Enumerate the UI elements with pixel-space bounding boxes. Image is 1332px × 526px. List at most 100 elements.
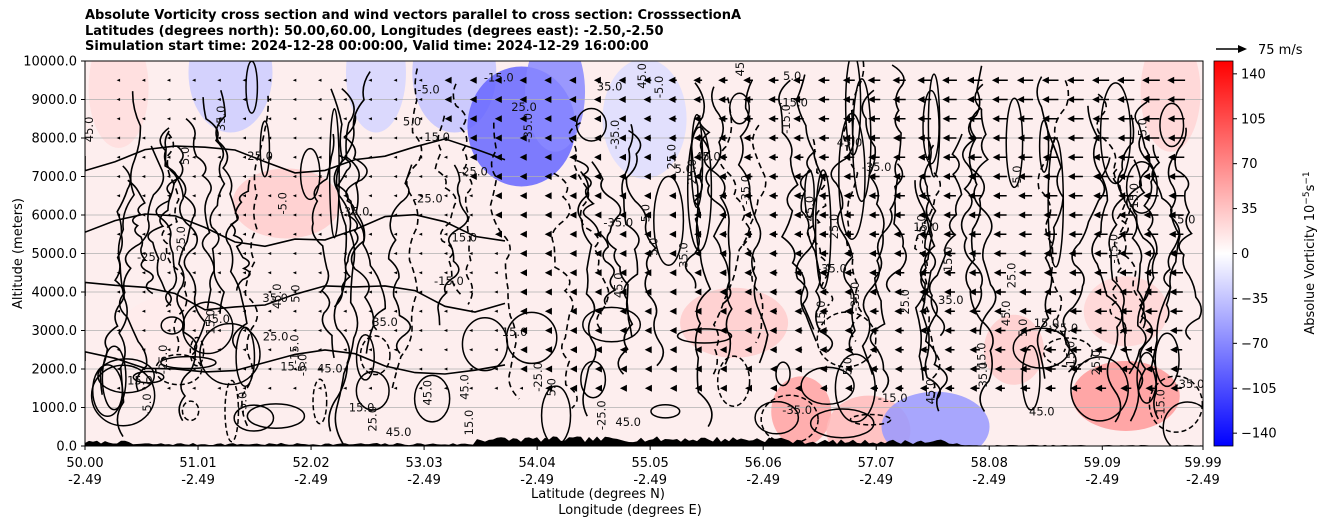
contour-loop [580,360,607,399]
wind-vector-head [1092,96,1100,103]
wind-vector [318,309,322,313]
wind-vector [292,78,297,82]
wind-vector-head [943,250,951,257]
wind-vector-head [1093,250,1101,257]
colorbar-tick-label: 70 [1241,157,1258,172]
wind-vector-head [1144,307,1152,315]
wind-vector-head [918,211,926,219]
wind-vector [267,329,272,332]
wind-vector-head [843,192,851,200]
contour-label: 35.0 [677,242,691,268]
wind-vector-head [593,76,601,84]
wind-vector [116,348,121,352]
wind-vector [116,309,121,313]
wind-vector-head [1119,307,1127,315]
wind-vector-head [867,96,875,103]
wind-vector-head [1018,211,1026,219]
wind-vector-head [743,153,751,161]
contour-label: -35.0 [340,205,370,219]
wind-vector [141,252,146,255]
wind-vector [343,232,347,236]
wind-vector-head [1117,96,1125,103]
contour-line [229,179,251,291]
wind-vector [393,213,398,217]
wind-vector-head [1145,365,1153,373]
wind-vector [242,290,246,294]
contour-loop [328,107,340,239]
wind-vector [494,252,498,255]
wind-vector-head [844,250,851,257]
wind-vector-head [1167,96,1175,103]
contour-loop [1012,327,1071,369]
x-tick-label-lat: 59.99 [1184,456,1221,471]
contour-loop [582,306,642,343]
contour-line [1174,127,1203,341]
wind-vector-head [892,134,900,142]
contour-label: -5.0 [235,392,249,414]
wind-vector [393,117,398,121]
wind-vector [141,155,146,159]
x-tick-label-lat: 50.00 [66,456,103,471]
wind-vector-head [719,346,727,354]
wind-vector-head [569,153,577,161]
wind-vector [494,329,498,332]
wind-vector [418,98,423,101]
wind-vector-head [1143,211,1151,219]
title-line-2: Latitudes (degrees north): 50.00,60.00, … [85,23,664,39]
wind-vector [318,213,322,217]
wind-vector [318,175,322,178]
contour-label: 15.0 [974,342,988,368]
contour-line [85,349,506,375]
wind-vector-head [917,153,925,161]
wind-vector [166,232,171,236]
wind-vector-head [992,96,1000,103]
terrain-mask [85,436,1203,446]
wind-vector-head [693,134,701,142]
wind-vector [116,329,121,332]
wind-vector-head [843,153,851,161]
contour-line [551,172,578,409]
wind-vector-head [894,327,902,334]
wind-vector [393,194,398,198]
wind-vector-head [869,346,877,354]
wind-vector-head [594,211,602,219]
wind-vector-head [967,153,975,161]
wind-vector [166,329,171,332]
wind-vector-head [619,192,627,200]
wind-vector-head [619,346,627,354]
wind-vector-head [818,230,826,238]
wind-vector [267,155,272,159]
x-tick-label-lon: -2.49 [1085,473,1119,488]
wind-vector-head [619,269,627,277]
wind-vector [343,252,347,255]
wind-vector-head [1145,384,1153,392]
wind-vector-head [1042,96,1050,103]
wind-vector [141,78,146,82]
wind-vector [267,309,272,313]
wind-vector-head [942,76,950,84]
wind-vector-head [718,76,726,84]
wind-vector-head [793,134,801,142]
x-tick-label-lon: -2.49 [520,473,554,488]
wind-vector-head [594,115,601,123]
wind-vector [393,136,398,140]
wind-vector-head [868,230,876,238]
contour-line [328,87,355,432]
wind-vector-head [519,250,527,257]
contour-line [452,83,474,305]
wind-vector-head [893,173,901,180]
wind-vector-head [718,134,726,142]
wind-vector [418,78,423,82]
wind-vector-head [1117,134,1125,142]
wind-vector [418,117,423,121]
colorbar-tick-label: 0 [1241,247,1249,262]
contour-loop [686,126,713,252]
wind-vector-head [770,384,777,392]
wind-vector [318,386,322,390]
wind-vector-head [569,230,577,238]
wind-vector-head [668,192,676,200]
wind-vector-head [594,327,602,334]
wind-vector-head [544,269,552,277]
contour-label: 15.0 [424,130,450,144]
